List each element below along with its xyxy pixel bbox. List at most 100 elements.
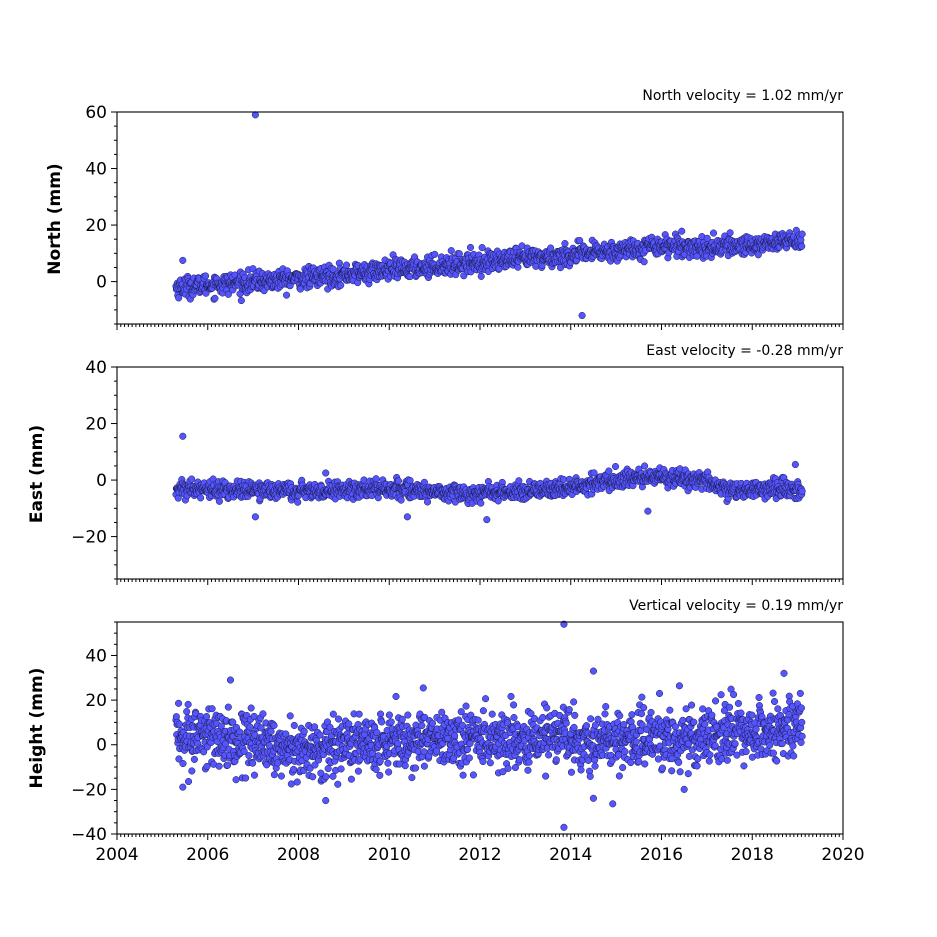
height-data-point: [482, 695, 490, 703]
height-data-point: [676, 768, 684, 776]
height-data-point: [690, 718, 698, 726]
height-data-point: [488, 710, 496, 718]
east-data-point: [515, 477, 523, 485]
height-data-point: [175, 720, 183, 728]
height-data-point: [723, 756, 731, 764]
height-data-point: [706, 751, 714, 759]
height-data-point: [647, 708, 655, 716]
height-data-point: [224, 703, 232, 711]
height-data-point: [790, 752, 798, 760]
height-data-point: [524, 766, 532, 774]
height-data-point: [394, 739, 402, 747]
north-data-point: [797, 236, 805, 244]
height-data-point: [404, 711, 412, 719]
north-data-point: [561, 240, 569, 248]
height-data-point: [203, 712, 211, 721]
height-data-point: [246, 723, 254, 731]
height-data-point: [798, 732, 806, 740]
height-data-point: [245, 752, 253, 760]
height-data-point: [265, 742, 273, 750]
height-data-point: [675, 682, 683, 690]
north-data-point: [201, 272, 210, 280]
east-data-point: [641, 462, 649, 470]
height-data-point: [740, 762, 748, 770]
height-data-point: [583, 722, 591, 730]
height-data-point: [337, 765, 345, 773]
height-data-point: [621, 747, 629, 756]
height-data-point: [507, 692, 515, 700]
north-y-tick-label: 40: [85, 160, 107, 180]
height-data-point: [418, 721, 426, 730]
height-data-point: [635, 758, 643, 766]
north-data-point: [478, 244, 486, 252]
height-data-point: [587, 715, 595, 723]
height-data-point: [355, 710, 363, 718]
height-panel-title: Vertical velocity = 0.19 mm/yr: [629, 598, 843, 614]
north-data-point: [798, 242, 806, 250]
height-data-point: [469, 771, 477, 779]
height-data-point: [726, 703, 734, 711]
east-data-point: [394, 477, 402, 485]
height-data-point: [638, 693, 646, 701]
height-data-point: [444, 734, 452, 742]
height-data-point: [184, 777, 193, 786]
height-data-point: [685, 752, 693, 760]
height-data-point: [539, 713, 547, 722]
height-data-point: [458, 721, 466, 729]
height-data-point: [734, 699, 742, 708]
height-data-point: [215, 762, 223, 770]
height-data-point: [731, 740, 739, 748]
height-outlier-point: [589, 794, 597, 802]
height-data-point: [730, 691, 738, 699]
height-data-point: [290, 721, 298, 730]
height-data-point: [565, 706, 573, 714]
height-data-point: [705, 757, 713, 765]
height-outlier-point: [179, 783, 187, 791]
height-data-point: [274, 759, 282, 767]
north-y-axis-label: North (mm): [45, 163, 65, 274]
north-data-point: [329, 265, 337, 273]
north-data-point: [175, 294, 183, 302]
height-data-point: [347, 775, 355, 783]
height-data-point: [694, 755, 702, 763]
height-data-point: [345, 720, 353, 728]
height-data-point: [510, 713, 518, 722]
height-data-point: [401, 762, 409, 770]
height-data-point: [752, 725, 760, 733]
height-data-point: [419, 684, 427, 692]
height-data-point: [463, 745, 472, 753]
east-data-point: [494, 497, 502, 505]
north-data-point: [342, 261, 351, 269]
height-data-point: [773, 757, 781, 765]
height-data-point: [270, 771, 278, 779]
height-data-point: [373, 728, 381, 737]
height-data-point: [641, 760, 649, 768]
height-data-point: [486, 759, 494, 767]
height-data-point: [748, 711, 756, 719]
height-data-point: [766, 741, 774, 749]
height-data-point: [789, 742, 797, 750]
east-y-axis-label: East (mm): [27, 425, 47, 523]
height-data-point: [701, 720, 709, 728]
height-data-point: [259, 710, 267, 718]
east-outlier-point: [644, 507, 652, 515]
height-data-point: [324, 765, 332, 773]
height-data-point: [570, 723, 578, 731]
height-data-point: [627, 759, 635, 767]
east-data-point: [798, 487, 806, 495]
east-y-tick-label: 40: [85, 358, 107, 378]
height-y-axis-label: Height (mm): [27, 668, 47, 789]
north-outlier-point: [179, 256, 187, 264]
height-data-point: [591, 762, 599, 770]
east-y-tick-label: −20: [71, 528, 107, 548]
height-data-point: [655, 689, 664, 698]
height-data-point: [329, 710, 337, 718]
height-data-point: [334, 715, 343, 723]
height-data-point: [615, 772, 623, 780]
height-data-point: [601, 710, 609, 718]
height-data-point: [609, 800, 617, 808]
height-data-point: [267, 727, 275, 735]
height-outlier-point: [322, 796, 330, 805]
height-data-point: [385, 768, 393, 776]
north-y-tick-label: 0: [96, 273, 107, 293]
